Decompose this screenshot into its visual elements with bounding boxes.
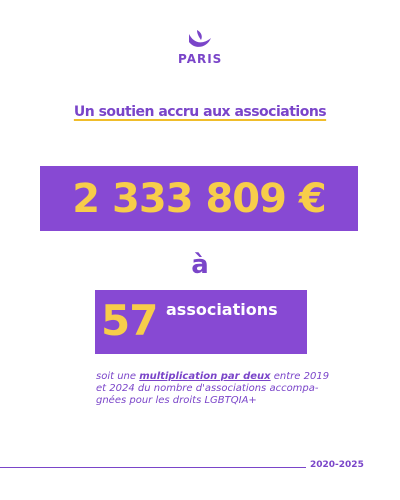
- amount-value: 2 333 809 €: [72, 175, 326, 222]
- associations-count-box: 57 associations: [95, 290, 307, 354]
- description-tail: entre 2019 et 2024 du nombre d'associati…: [96, 371, 330, 406]
- footer-rule: [0, 467, 306, 468]
- footer-years: 2020-2025: [310, 460, 364, 470]
- associations-count: 57: [101, 296, 158, 345]
- headline-text: Un soutien accru aux associations: [73, 104, 327, 120]
- amount-box: 2 333 809 €: [40, 166, 358, 231]
- paris-logo: PARIS: [178, 28, 222, 66]
- connector-word: à: [191, 250, 209, 280]
- description-lead: soit une: [96, 371, 140, 382]
- description-emphasis: multiplication par deux: [139, 371, 271, 382]
- logo-text: PARIS: [178, 52, 223, 66]
- headline: Un soutien accru aux associations: [0, 104, 400, 120]
- paris-ship-icon: [189, 30, 211, 47]
- associations-label: associations: [166, 300, 278, 319]
- description: soit une multiplication par deux entre 2…: [96, 371, 336, 407]
